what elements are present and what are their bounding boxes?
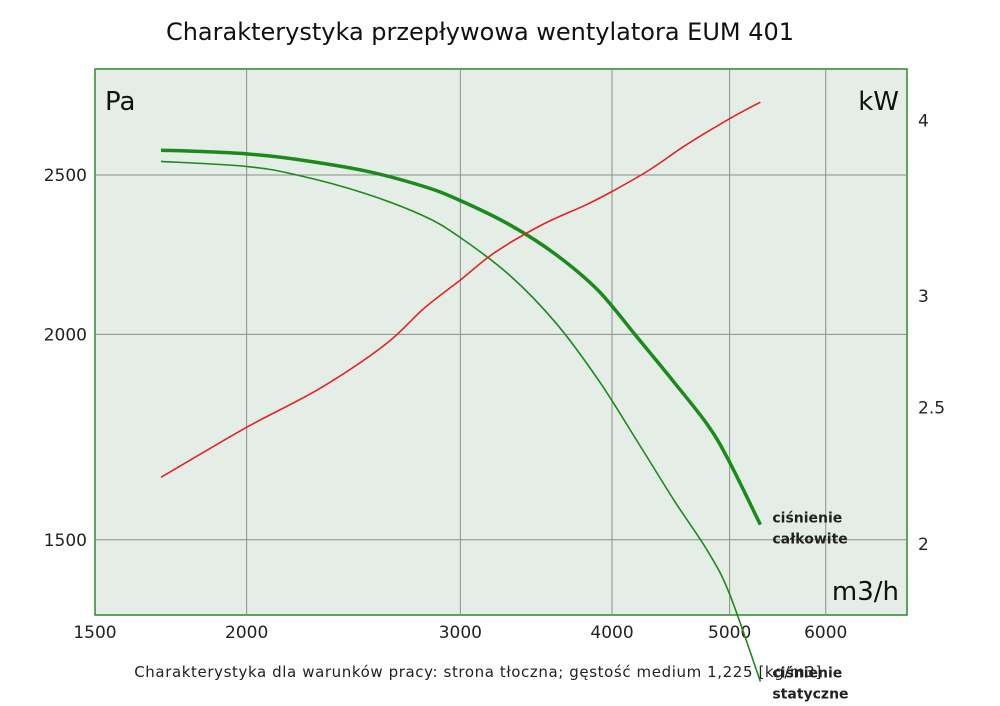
- x-tick-label: 4000: [590, 623, 633, 643]
- plot-area: [94, 68, 908, 616]
- y-tick-label-right: 2.5: [918, 398, 945, 418]
- chart-title: Charakterystyka przepływowa wentylatora …: [166, 18, 794, 46]
- series-label-cisnienie-statyczne: ciśnienie statyczne: [772, 665, 848, 702]
- y-tick-label-right: 2: [918, 535, 929, 555]
- y-tick-label-left: 2000: [44, 325, 87, 345]
- x-tick-label: 2000: [225, 623, 268, 643]
- tick-labels: 1500 2000 3000 4000 5000 6000 1500 2000 2500 2 2.5…: [44, 111, 945, 643]
- x-axis-unit: m3/h: [832, 577, 899, 607]
- series-label-cisnienie-calkowite: ciśnienie całkowite: [772, 511, 847, 548]
- series-line-moc: [160, 101, 761, 478]
- grid-lines: [95, 69, 907, 615]
- series-labels: ciśnienie całkowite ciśnienie statyczne: [772, 511, 848, 703]
- x-tick-label: 1500: [73, 623, 116, 643]
- chart-subtitle: Charakterystyka dla warunków pracy: stro…: [134, 663, 822, 681]
- y-axis-left-unit: Pa: [105, 87, 135, 117]
- y-tick-label-right: 3: [918, 287, 929, 307]
- x-tick-label: 3000: [439, 623, 482, 643]
- y-tick-label-right: 4: [918, 111, 929, 131]
- x-tick-label: 6000: [804, 623, 847, 643]
- data-series: [160, 101, 762, 682]
- x-tick-label: 5000: [708, 623, 751, 643]
- y-tick-label-left: 2500: [44, 166, 87, 186]
- y-axis-right-unit: kW: [858, 87, 899, 117]
- series-line-cisnienie-calkowite: [160, 148, 762, 526]
- series-line-cisnienie-statyczne: [160, 160, 762, 682]
- y-tick-label-left: 1500: [44, 531, 87, 551]
